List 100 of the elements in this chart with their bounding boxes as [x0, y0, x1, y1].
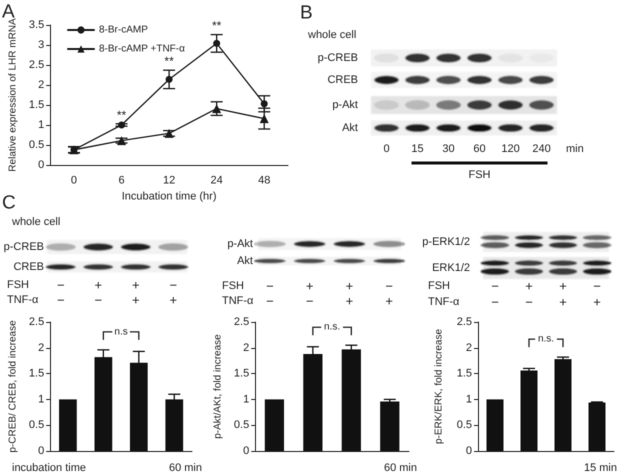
y-tick-label: 1.5	[28, 368, 44, 380]
y-tick-label: 1.5	[456, 368, 472, 380]
x-tick-label: 0	[70, 174, 78, 186]
text: −	[491, 294, 499, 310]
category-label: CREB	[327, 74, 358, 86]
text: 60 min	[384, 462, 417, 474]
category-label: p-Akt	[227, 238, 253, 250]
y-tick-label: 3	[38, 39, 44, 51]
text: +	[132, 278, 140, 292]
y-tick-label: 0	[466, 445, 472, 457]
text: +	[169, 292, 178, 308]
text: −	[385, 278, 393, 294]
text: +	[559, 294, 567, 310]
text: FSH	[468, 169, 491, 181]
y-axis-title: p-Akt/AKt, fold increase	[212, 334, 224, 439]
text: −	[169, 278, 178, 292]
text: +	[346, 294, 354, 308]
text: −	[266, 294, 274, 308]
category-label: FSH	[428, 280, 450, 292]
x-tick-label: 12	[162, 174, 176, 186]
category-label: CREB	[13, 261, 44, 273]
category-label: TNF-α	[7, 294, 38, 306]
text: +	[306, 278, 314, 294]
y-tick-label: 0	[38, 159, 44, 171]
y-tick-label: 1	[466, 393, 472, 406]
y-tick-label: 2	[38, 342, 44, 354]
annotation: **	[116, 108, 127, 122]
category-label: 120	[501, 143, 520, 155]
y-tick-label: 3.5	[28, 19, 44, 31]
text: B	[300, 2, 313, 24]
text: −	[56, 278, 65, 292]
x-tick-label: 6	[118, 174, 125, 186]
x-axis-title: Incubation time (hr)	[122, 190, 216, 202]
text: −	[266, 278, 274, 294]
y-tick-label: 1.5	[234, 368, 250, 380]
annotation: n.s.	[538, 334, 554, 345]
text: +	[346, 278, 354, 294]
text: +	[593, 294, 601, 310]
annotation: **	[212, 18, 222, 33]
y-tick-label: 2.5	[456, 316, 472, 328]
category-label: Akt	[342, 122, 358, 134]
y-tick-label: 1	[38, 119, 44, 131]
y-tick-label: 2	[38, 79, 44, 91]
y-tick-label: 2.5	[28, 316, 44, 328]
text: −	[491, 278, 499, 294]
annotation: n.s	[114, 326, 128, 338]
x-tick-label: 48	[258, 174, 270, 186]
text: +	[132, 292, 140, 308]
category-label: TNF-α	[222, 295, 254, 307]
text: whole cell	[11, 216, 60, 228]
text: +	[385, 294, 393, 308]
category-label: 30	[442, 143, 455, 155]
text: min	[566, 143, 584, 155]
annotation: n.s.	[324, 322, 340, 333]
text: −	[94, 292, 102, 308]
category-label: 0	[383, 143, 390, 155]
y-tick-label: 1	[38, 393, 44, 406]
category-label: p-CREB	[318, 52, 358, 64]
annotation: **	[164, 54, 174, 68]
text: +	[94, 278, 102, 292]
text: whole cell	[307, 29, 356, 41]
category-label: p-Akt	[332, 99, 358, 111]
y-axis-title: p-CREB/ CREB, fold increase	[8, 320, 18, 453]
text: 60 min	[168, 462, 202, 474]
y-tick-label: 2.5	[28, 59, 44, 71]
y-tick-label: 0.5	[456, 419, 472, 432]
y-tick-label: 0	[38, 445, 44, 457]
category-label: 60	[473, 143, 486, 155]
text: −	[593, 278, 601, 294]
category-label: 240	[532, 143, 551, 155]
y-tick-label: 1	[243, 393, 250, 406]
category-label: 15	[411, 143, 424, 155]
category-label: TNF-α	[428, 296, 460, 308]
category-label: FSH	[222, 280, 244, 292]
y-axis-title: Relative expression of LHR mRNA	[8, 18, 18, 172]
y-axis-title: p-ERK/ERK, fold increase	[434, 328, 444, 444]
text: incubation time	[12, 462, 86, 474]
text: +	[559, 278, 567, 294]
category-label: FSH	[7, 279, 29, 291]
y-tick-label: 1.5	[28, 99, 44, 111]
category-label: p-ERK1/2	[422, 236, 470, 248]
text: +	[525, 278, 533, 294]
text: 15 min	[584, 462, 617, 474]
y-tick-label: 0.5	[234, 419, 250, 432]
x-tick-label: 24	[210, 174, 223, 186]
text: −	[525, 294, 533, 310]
category-label: Akt	[237, 255, 253, 267]
text: −	[306, 294, 314, 308]
text: −	[56, 292, 65, 308]
y-tick-label: 2	[466, 342, 472, 354]
y-tick-label: 0	[243, 445, 250, 457]
text: C	[2, 192, 16, 214]
y-tick-label: 2	[243, 342, 250, 354]
y-tick-label: 2.5	[234, 316, 250, 328]
legend-label: 8-Br-cAMP +TNF-α	[99, 44, 186, 54]
category-label: ERK1/2	[432, 262, 470, 274]
legend-label: 8-Br-cAMP	[99, 24, 148, 36]
y-tick-label: 0.5	[28, 419, 44, 432]
y-tick-label: 0.5	[28, 139, 44, 151]
category-label: p-CREB	[4, 241, 44, 253]
